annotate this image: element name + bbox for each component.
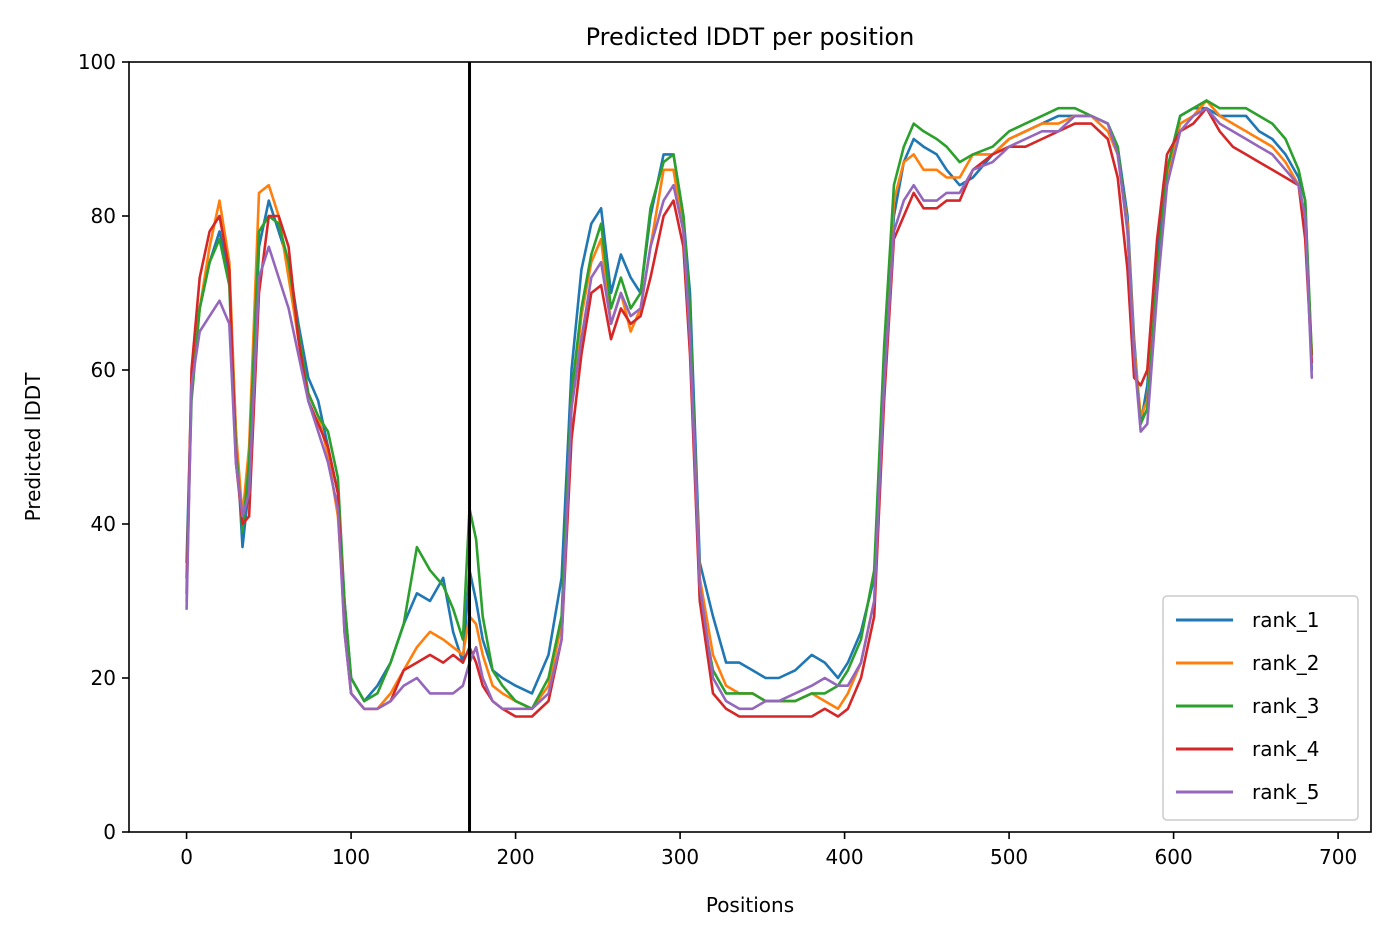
plot-frame <box>128 61 1372 833</box>
legend-label: rank_4 <box>1252 737 1319 761</box>
x-tick-label: 600 <box>1155 845 1193 869</box>
legend-label: rank_3 <box>1252 694 1319 718</box>
y-tick-label: 0 <box>103 820 116 844</box>
y-tick-label: 40 <box>91 512 116 536</box>
y-tick-label: 60 <box>91 358 116 382</box>
y-axis-ticks: 0 20 40 60 80 100 <box>78 50 129 844</box>
x-tick-label: 200 <box>496 845 534 869</box>
x-axis-label: Positions <box>706 893 794 917</box>
x-tick-label: 400 <box>825 845 863 869</box>
legend-box <box>1162 595 1359 821</box>
y-axis-label: Predicted lDDT <box>21 372 45 522</box>
chart-title: Predicted lDDT per position <box>586 23 915 51</box>
x-tick-label: 300 <box>661 845 699 869</box>
y-tick-label: 80 <box>91 204 116 228</box>
x-tick-label: 100 <box>332 845 370 869</box>
series-lines <box>185 99 1314 718</box>
y-tick-label: 20 <box>91 666 116 690</box>
legend-label: rank_2 <box>1252 651 1319 675</box>
x-tick-label: 0 <box>180 845 193 869</box>
x-tick-label: 500 <box>990 845 1028 869</box>
x-axis-ticks: 0 100 200 300 400 500 600 700 <box>180 832 1357 869</box>
legend-label: rank_5 <box>1252 780 1319 804</box>
x-tick-label: 700 <box>1319 845 1357 869</box>
legend: rank_1 rank_2 rank_3 rank_4 rank_5 <box>1162 595 1359 821</box>
legend-label: rank_1 <box>1252 608 1319 632</box>
y-tick-label: 100 <box>78 50 116 74</box>
series-line-rank_5 <box>185 106 1314 711</box>
